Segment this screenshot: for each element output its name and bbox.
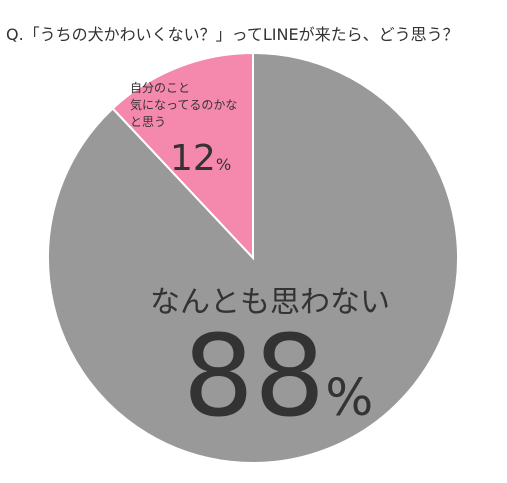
pie-slice (47, 51, 459, 464)
slice-label: なんとも思わない (150, 285, 390, 320)
value-label: 88% (183, 312, 373, 442)
chart-title: Q.「うちの犬かわいくない？」ってLINEが来たら、どう思う？ (6, 25, 459, 44)
slice-label: 自分のこと気になってるのかなと思う (130, 81, 237, 129)
pie-slice (111, 51, 254, 261)
value-label: 12% (170, 138, 231, 179)
